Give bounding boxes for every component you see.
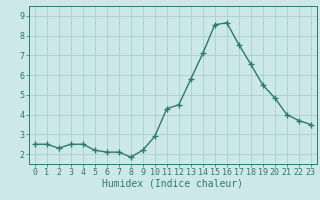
X-axis label: Humidex (Indice chaleur): Humidex (Indice chaleur) <box>102 179 243 189</box>
